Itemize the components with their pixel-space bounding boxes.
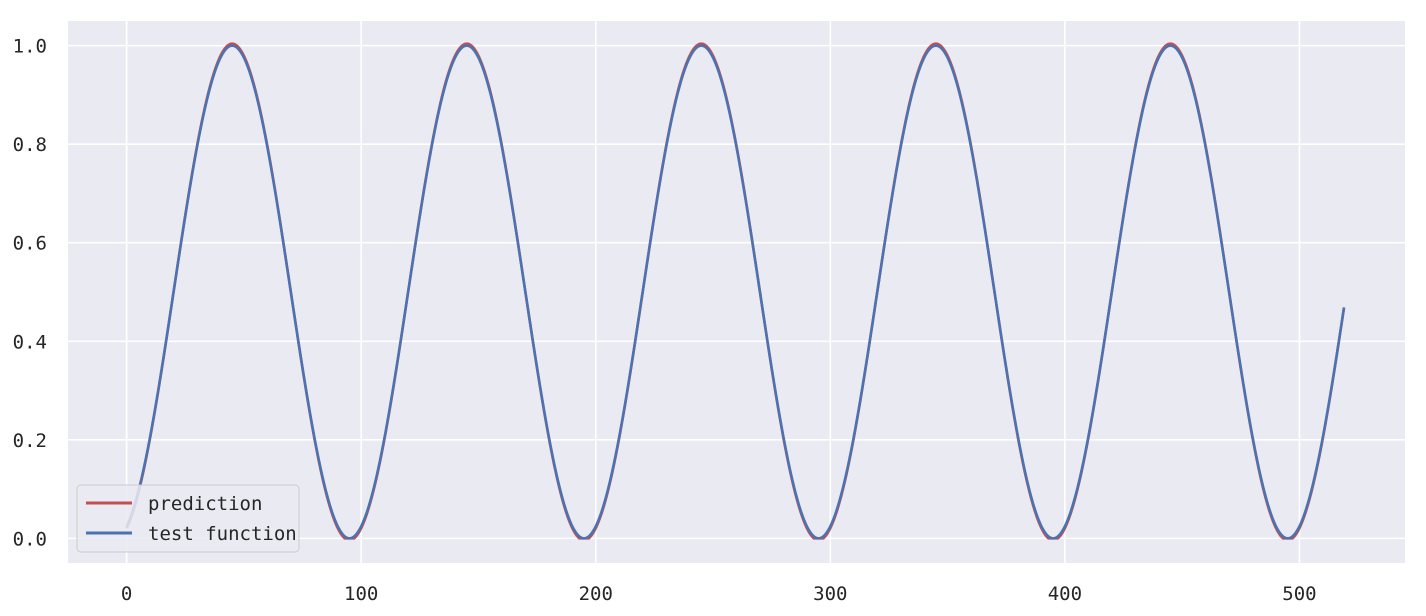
- x-tick-label: 500: [1282, 583, 1316, 605]
- legend: prediction test function: [76, 484, 300, 553]
- x-tick-label: 100: [344, 583, 378, 605]
- legend-box: [76, 484, 300, 553]
- x-tick-label: 400: [1048, 583, 1082, 605]
- x-tick-label: 200: [579, 583, 613, 605]
- x-axis-tick-labels: 0 100 200 300 400 500: [121, 583, 1317, 605]
- legend-label-test-function: test function: [148, 523, 297, 545]
- y-axis-tick-labels: 0.0 0.2 0.4 0.6 0.8 1.0: [13, 36, 47, 551]
- y-tick-label: 0.2: [13, 430, 47, 452]
- y-tick-label: 0.8: [13, 134, 47, 156]
- x-tick-label: 0: [121, 583, 132, 605]
- y-tick-label: 0.6: [13, 233, 47, 255]
- x-gridlines: [125, 21, 1301, 563]
- y-tick-label: 0.0: [13, 528, 47, 550]
- series-lines: [125, 42, 1346, 540]
- y-tick-label: 0.4: [13, 331, 47, 353]
- x-tick-label: 300: [813, 583, 847, 605]
- legend-label-prediction: prediction: [148, 493, 262, 515]
- series-line-test-function: [125, 44, 1346, 540]
- y-tick-label: 1.0: [13, 36, 47, 58]
- plot-background: [68, 21, 1405, 563]
